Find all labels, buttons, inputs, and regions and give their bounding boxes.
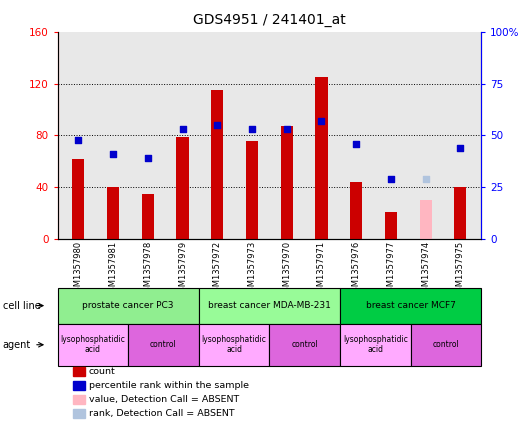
Bar <box>340 288 481 324</box>
Bar <box>176 137 189 239</box>
Text: control: control <box>291 340 318 349</box>
Bar <box>58 324 128 366</box>
Text: percentile rank within the sample: percentile rank within the sample <box>89 381 249 390</box>
Text: prostate cancer PC3: prostate cancer PC3 <box>83 301 174 310</box>
Text: lysophosphatidic
acid: lysophosphatidic acid <box>60 335 126 354</box>
Bar <box>385 212 397 239</box>
Text: cell line: cell line <box>3 301 40 310</box>
Point <box>352 140 360 147</box>
Text: breast cancer MCF7: breast cancer MCF7 <box>366 301 456 310</box>
Bar <box>350 182 362 239</box>
Point <box>317 118 326 124</box>
Bar <box>419 200 431 239</box>
Bar <box>107 187 119 239</box>
Bar <box>454 187 467 239</box>
Bar <box>199 288 340 324</box>
Bar <box>315 77 327 239</box>
Point <box>74 136 83 143</box>
Bar <box>340 324 411 366</box>
Text: lysophosphatidic
acid: lysophosphatidic acid <box>343 335 408 354</box>
Text: rank, Detection Call = ABSENT: rank, Detection Call = ABSENT <box>89 409 234 418</box>
Bar <box>199 324 269 366</box>
Point <box>456 144 464 151</box>
Text: value, Detection Call = ABSENT: value, Detection Call = ABSENT <box>89 395 239 404</box>
Point <box>178 126 187 132</box>
Point <box>386 176 395 182</box>
Point <box>282 126 291 132</box>
Text: lysophosphatidic
acid: lysophosphatidic acid <box>201 335 267 354</box>
Bar <box>281 126 293 239</box>
Bar <box>142 194 154 239</box>
Text: control: control <box>150 340 177 349</box>
Bar <box>58 288 199 324</box>
Text: GDS4951 / 241401_at: GDS4951 / 241401_at <box>193 13 346 27</box>
Bar <box>128 324 199 366</box>
Point <box>422 176 430 182</box>
Bar <box>411 324 481 366</box>
Bar <box>269 324 340 366</box>
Bar <box>72 159 84 239</box>
Point <box>213 122 221 129</box>
Point <box>144 155 152 162</box>
Point <box>248 126 256 132</box>
Point <box>109 151 117 157</box>
Bar <box>246 140 258 239</box>
Bar <box>211 90 223 239</box>
Text: breast cancer MDA-MB-231: breast cancer MDA-MB-231 <box>208 301 331 310</box>
Text: agent: agent <box>3 340 31 350</box>
Text: control: control <box>433 340 459 349</box>
Text: count: count <box>89 367 116 376</box>
